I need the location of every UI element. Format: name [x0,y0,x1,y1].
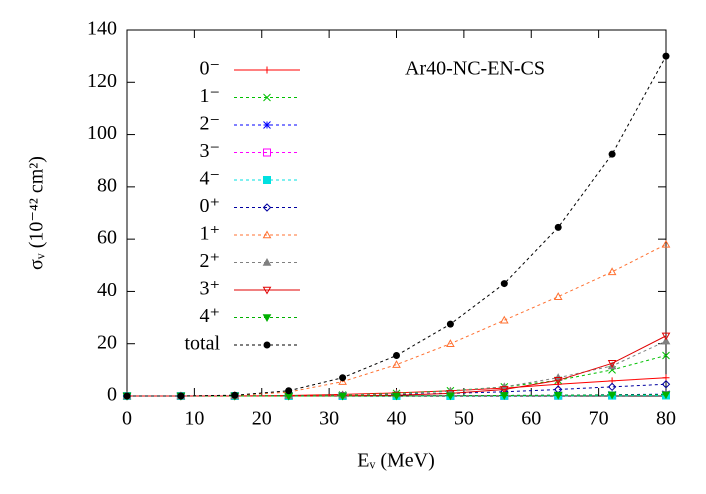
legend-label: 0⁺ [199,195,220,217]
x-tick-label: 0 [122,408,132,430]
data-point [608,150,616,158]
legend-label: 2⁺ [199,250,220,272]
data-point [661,332,671,341]
data-point [661,380,671,389]
data-point [499,315,509,324]
data-point [607,391,617,400]
legend-marker [263,121,271,129]
data-point [123,392,131,400]
y-tick-label: 100 [87,122,117,144]
data-point [499,392,509,401]
data-point [446,320,454,328]
data-point [553,292,563,300]
y-tick-label: 120 [87,70,117,92]
y-tick-label: 140 [87,18,117,40]
series-line [127,243,667,397]
data-point [607,361,617,370]
x-tick-label: 20 [252,408,272,430]
data-point [607,382,617,392]
x-tick-label: 40 [387,408,407,430]
data-point [661,391,671,400]
data-point [607,267,617,276]
legend-label: total [184,333,220,355]
legend-marker [263,176,271,184]
series-line [127,354,667,397]
legend-label: 4⁺ [199,305,220,327]
x-tick-label: 80 [656,408,676,430]
legend-marker [262,286,272,295]
data-point [554,223,562,231]
legend-marker [263,93,271,102]
legend-label: 2⁻ [199,113,220,135]
data-point [338,392,347,401]
annotation: Ar40-NC-EN-CS [405,58,545,80]
x-tick-label: 50 [454,408,474,430]
data-point [553,391,563,400]
y-tick-label: 40 [97,279,117,301]
legend-marker [263,66,271,74]
data-point [231,391,239,399]
legend-marker [263,148,271,157]
x-axis-label: Eᵥ (MeV) [357,450,435,472]
legend-label: 4⁻ [199,168,220,190]
data-point [661,239,671,248]
legend-marker [262,257,272,266]
data-point [446,339,455,348]
y-tick-label: 0 [107,384,117,406]
x-tick-label: 60 [521,408,541,430]
data-point [500,280,508,288]
x-tick-label: 70 [589,408,609,430]
data-point [446,392,455,401]
legend-label: 1⁻ [199,85,220,107]
y-tick-label: 20 [97,331,117,353]
x-tick-label: 30 [319,408,339,430]
data-point [339,374,347,382]
data-point [392,392,401,401]
y-tick-label: 80 [97,174,117,196]
legend-marker [262,203,272,212]
data-point [499,386,509,394]
y-axis-label: σᵥ (10⁻⁴² cm²) [26,156,48,270]
legend-label: 0⁻ [199,58,220,80]
x-tick-label: 10 [184,408,204,430]
legend-marker [262,230,272,239]
series-line [127,340,667,397]
data-point [661,336,671,345]
legend-label: 3⁺ [199,278,220,300]
data-point [338,377,347,385]
data-point [177,392,185,400]
data-point [393,351,400,359]
data-point [392,360,401,368]
data-point [607,360,617,368]
legend-marker [262,314,272,323]
data-point [662,351,670,360]
legend-marker [263,341,271,349]
legend-label: 1⁺ [199,223,220,245]
y-tick-label: 60 [97,227,117,249]
data-point [285,387,293,395]
data-point [662,52,670,60]
legend-label: 3⁻ [199,140,220,162]
data-point [553,377,563,385]
